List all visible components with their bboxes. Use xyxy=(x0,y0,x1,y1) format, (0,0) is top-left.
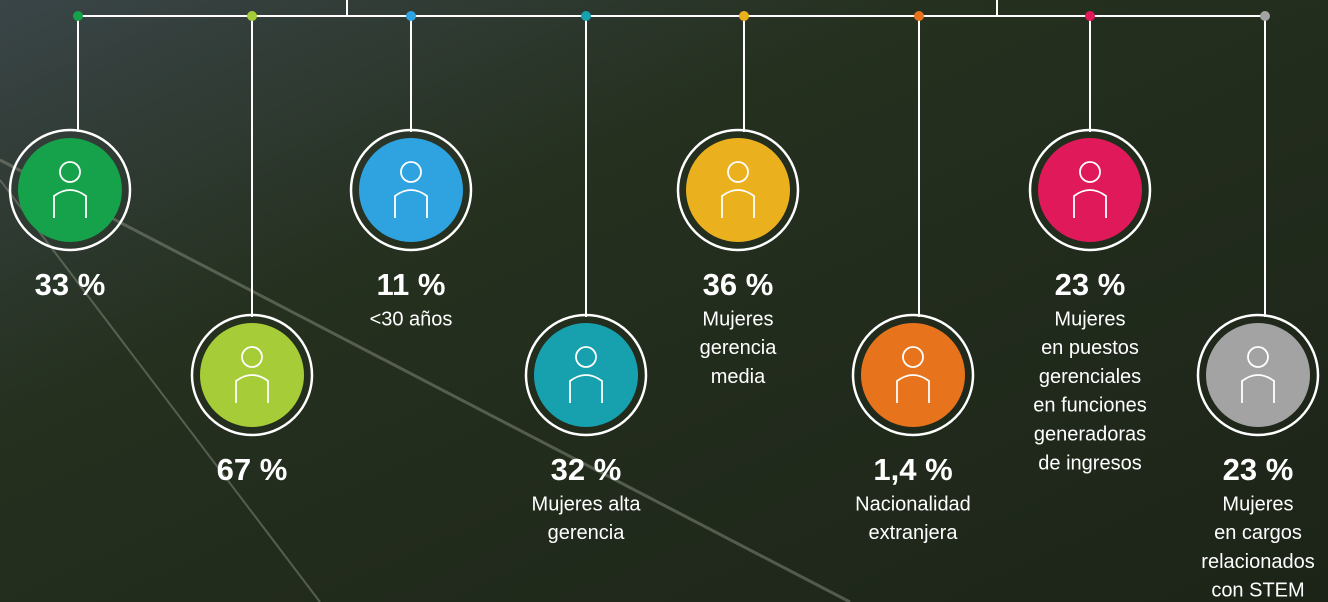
description: Nacionalidad xyxy=(855,493,971,515)
percentage: 32 % xyxy=(551,452,622,487)
description: media xyxy=(711,366,766,388)
dot xyxy=(1085,11,1095,21)
percentage: 36 % xyxy=(703,267,774,302)
dot xyxy=(73,11,83,21)
description: de ingresos xyxy=(1038,452,1141,474)
dot xyxy=(1260,11,1270,21)
description: gerencia xyxy=(700,337,778,359)
background xyxy=(0,0,1328,602)
description: Mujeres xyxy=(1222,493,1293,515)
description: relacionados xyxy=(1201,551,1314,573)
percentage: 1,4 % xyxy=(873,452,952,487)
dot xyxy=(914,11,924,21)
dot xyxy=(581,11,591,21)
dot xyxy=(247,11,257,21)
description: extranjera xyxy=(869,522,959,544)
description: Mujeres xyxy=(702,308,773,330)
dot xyxy=(406,11,416,21)
description: <30 años xyxy=(370,308,453,330)
percentage: 33 % xyxy=(35,267,106,302)
dot xyxy=(739,11,749,21)
percentage: 11 % xyxy=(377,267,446,302)
description: gerenciales xyxy=(1039,366,1141,388)
description: con STEM xyxy=(1211,580,1304,602)
page: 33 % 67 % 11 % <30 años 32 % Mujeres alta gere… xyxy=(0,0,1328,602)
description: gerencia xyxy=(548,522,626,544)
description: en puestos xyxy=(1041,337,1139,359)
percentage: 23 % xyxy=(1223,452,1294,487)
infographic: 33 % 67 % 11 % <30 años 32 % Mujeres alta gere… xyxy=(0,0,1328,602)
description: en funciones xyxy=(1033,395,1146,417)
description: Mujeres alta xyxy=(532,493,642,515)
description: generadoras xyxy=(1034,423,1146,445)
description: en cargos xyxy=(1214,522,1302,544)
percentage: 23 % xyxy=(1055,267,1126,302)
description: Mujeres xyxy=(1054,308,1125,330)
percentage: 67 % xyxy=(217,452,288,487)
